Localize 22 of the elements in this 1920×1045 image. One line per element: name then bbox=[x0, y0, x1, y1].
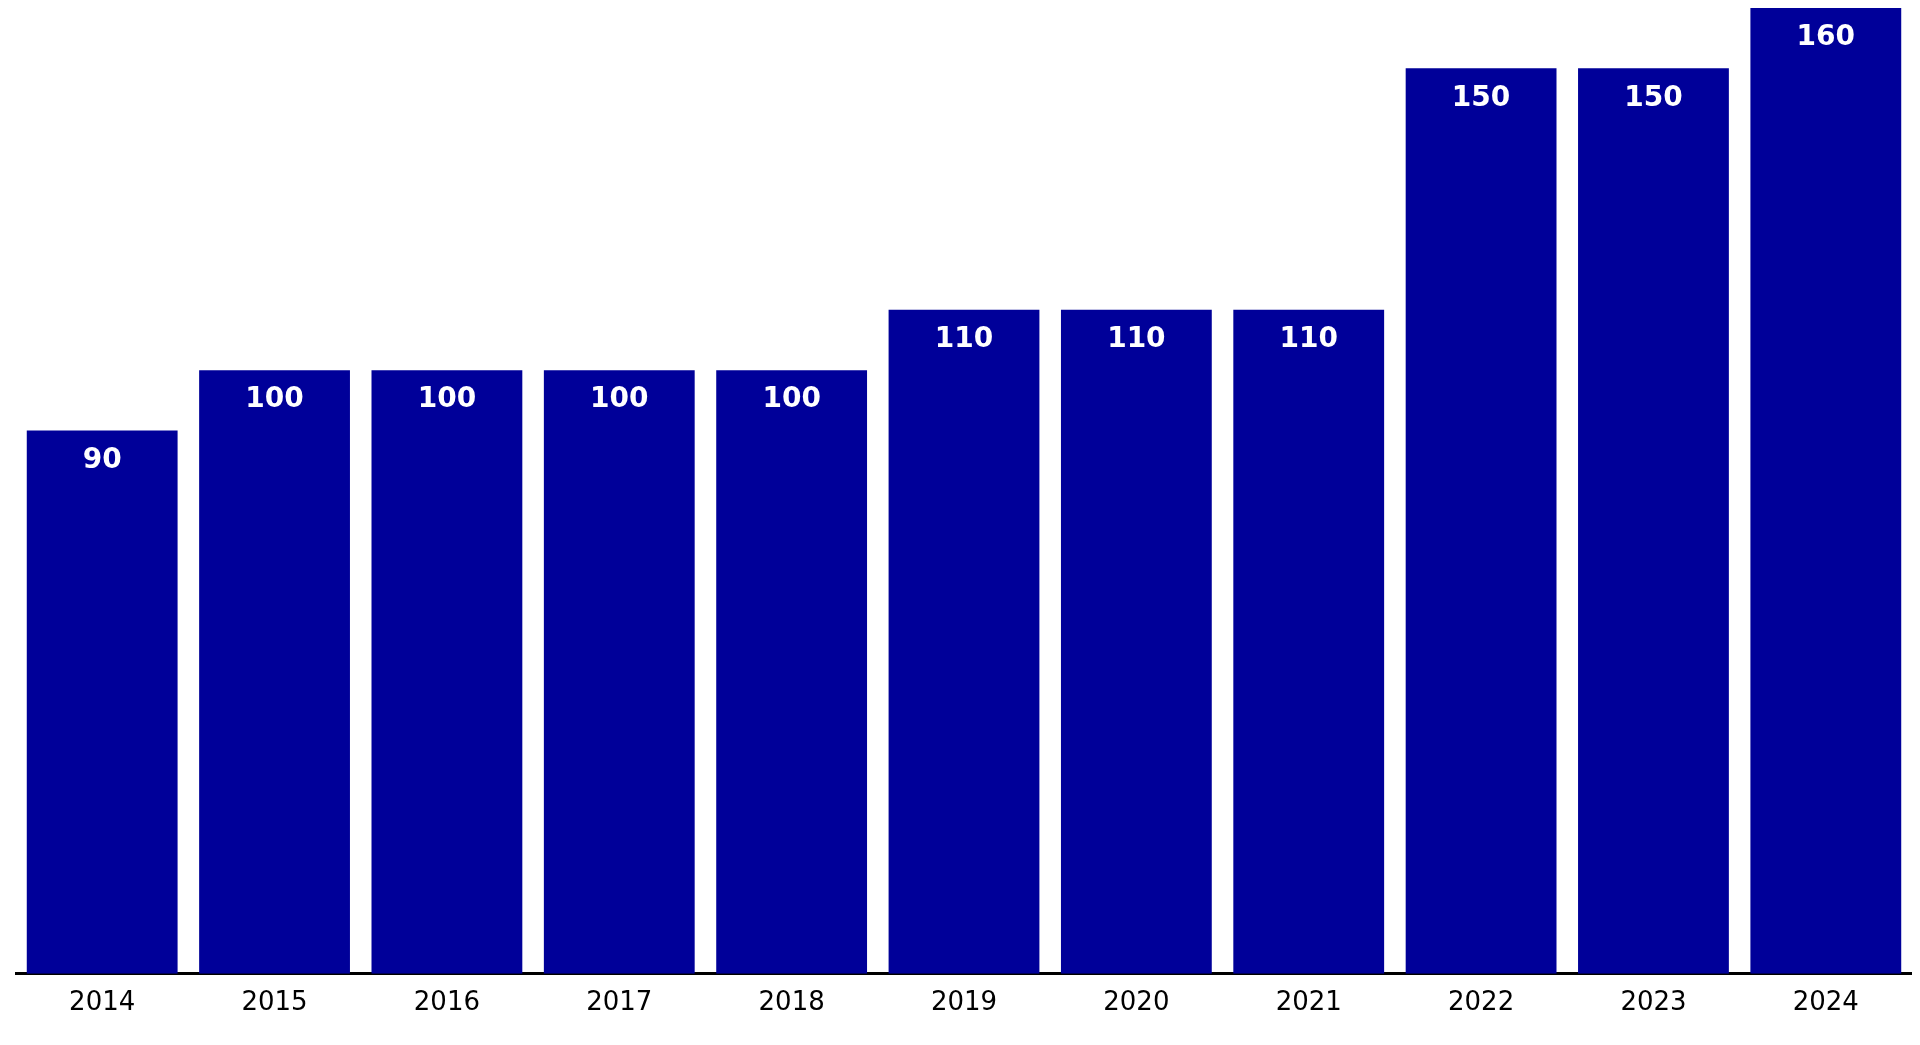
x-tick-label: 2014 bbox=[69, 986, 136, 1017]
x-tick-label: 2017 bbox=[586, 986, 653, 1017]
data-label: 100 bbox=[245, 381, 304, 415]
data-label: 100 bbox=[590, 381, 649, 415]
data-label: 90 bbox=[82, 441, 122, 475]
data-label: 110 bbox=[1107, 321, 1166, 355]
data-label: 100 bbox=[762, 381, 821, 415]
x-tick-label: 2024 bbox=[1792, 986, 1859, 1017]
x-tick-label: 2015 bbox=[241, 986, 308, 1017]
data-label: 100 bbox=[417, 381, 477, 415]
data-label: 150 bbox=[1624, 79, 1683, 113]
x-tick-label: 2020 bbox=[1103, 986, 1170, 1017]
data-label: 110 bbox=[934, 321, 994, 355]
data-label: 150 bbox=[1451, 79, 1511, 113]
x-tick-label: 2022 bbox=[1448, 986, 1515, 1017]
x-tick-label: 2016 bbox=[413, 986, 480, 1017]
data-label: 160 bbox=[1796, 19, 1856, 53]
x-tick-label: 2023 bbox=[1620, 986, 1687, 1017]
x-tick-label: 2018 bbox=[758, 986, 825, 1017]
data-label: 110 bbox=[1279, 321, 1338, 355]
x-tick-label: 2019 bbox=[930, 986, 998, 1017]
x-tick-label: 2021 bbox=[1275, 986, 1342, 1017]
